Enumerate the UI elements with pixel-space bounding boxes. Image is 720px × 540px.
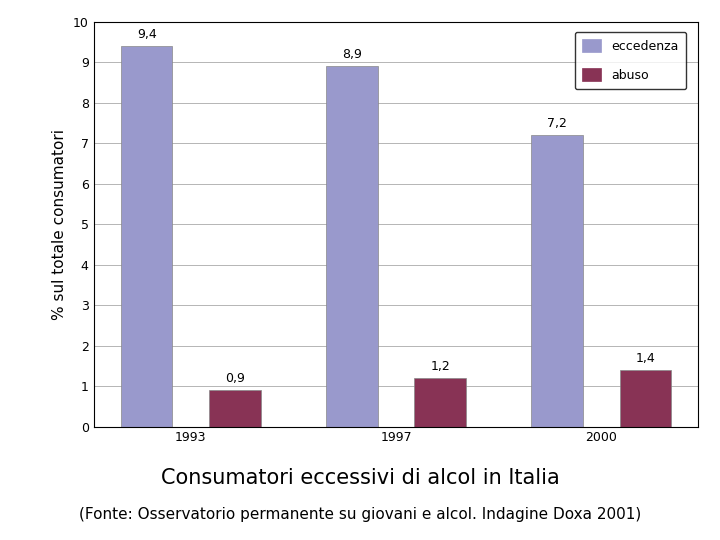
- Bar: [326, 66, 377, 427]
- Text: Consumatori eccessivi di alcol in Italia: Consumatori eccessivi di alcol in Italia: [161, 468, 559, 488]
- Text: 7,2: 7,2: [547, 117, 567, 130]
- Bar: [210, 390, 261, 427]
- Text: 9,4: 9,4: [137, 28, 157, 41]
- Y-axis label: % sul totale consumatori: % sul totale consumatori: [53, 129, 67, 320]
- Bar: [620, 370, 671, 427]
- Legend: eccedenza, abuso: eccedenza, abuso: [575, 32, 686, 89]
- Bar: [415, 378, 466, 427]
- Text: 8,9: 8,9: [342, 48, 362, 62]
- Text: (Fonte: Osservatorio permanente su giovani e alcol. Indagine Doxa 2001): (Fonte: Osservatorio permanente su giova…: [79, 507, 641, 522]
- Bar: [531, 135, 582, 427]
- Text: 1,4: 1,4: [635, 352, 655, 365]
- Text: 1,2: 1,2: [431, 360, 450, 373]
- Text: 0,9: 0,9: [225, 372, 245, 386]
- Bar: [121, 46, 172, 427]
